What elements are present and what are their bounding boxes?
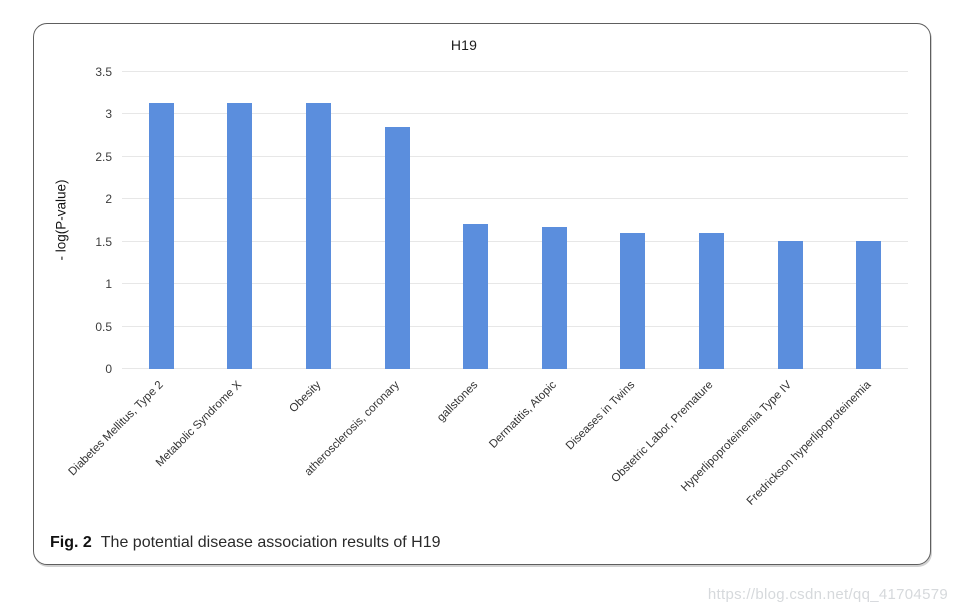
figure-caption-label: Fig. 2 xyxy=(50,534,92,551)
x-axis-label: Diseases in Twins xyxy=(563,379,638,453)
bar xyxy=(384,127,410,369)
figure-caption: Fig. 2 The potential disease association … xyxy=(50,534,441,552)
y-tick-label: 2.5 xyxy=(95,149,112,164)
bar xyxy=(463,223,489,369)
gridline xyxy=(122,283,908,285)
bar xyxy=(227,102,253,369)
bar xyxy=(306,102,331,369)
chart-title: H19 xyxy=(450,37,478,53)
bar xyxy=(699,233,724,369)
plot-area: 0 0.5 1 1.5 2 2.5 3 3.5 Diabetes Mellitus, Type … xyxy=(67,66,908,508)
x-axis-label: Diabetes Mellitus, Type 2 xyxy=(66,379,166,479)
x-axis-label: gallstones xyxy=(435,379,481,425)
bar xyxy=(856,240,882,369)
y-tick-label: 0.5 xyxy=(95,319,112,334)
gridline xyxy=(122,71,908,72)
gridline xyxy=(122,325,908,327)
bar xyxy=(777,240,803,369)
gridline xyxy=(122,113,908,115)
y-tick-label: 1.5 xyxy=(95,234,112,249)
y-tick-label: 3.5 xyxy=(95,65,112,79)
watermark-url: https://blog.csdn.net/qq_41704579 xyxy=(707,586,948,603)
y-tick-label: 3 xyxy=(105,107,112,122)
gridline xyxy=(122,198,908,200)
figure-caption-text: The potential disease association result… xyxy=(100,534,441,551)
bar xyxy=(148,102,174,369)
y-axis-title: - log(P-value) xyxy=(53,179,69,261)
x-axis-label: Fredrickson hyperlipoproteinemia xyxy=(744,379,874,508)
y-tick-label: 2 xyxy=(105,192,112,207)
figure-panel: H19 - log(P-value) 0 0.5 1 1.5 2 2.5 3 3.5 Diabe… xyxy=(33,23,931,565)
x-axis-label: Dermatitis, Atopic xyxy=(487,379,559,451)
x-axis-label: Metabolic Syndrome X xyxy=(154,379,245,470)
y-tick-label: 1 xyxy=(105,277,112,292)
gridline xyxy=(122,240,908,242)
bar xyxy=(620,233,646,369)
bar xyxy=(541,227,567,369)
gridline xyxy=(122,155,908,157)
y-tick-label: 0 xyxy=(105,362,112,376)
x-axis-label: Obesity xyxy=(286,379,323,416)
gridline xyxy=(122,368,908,369)
